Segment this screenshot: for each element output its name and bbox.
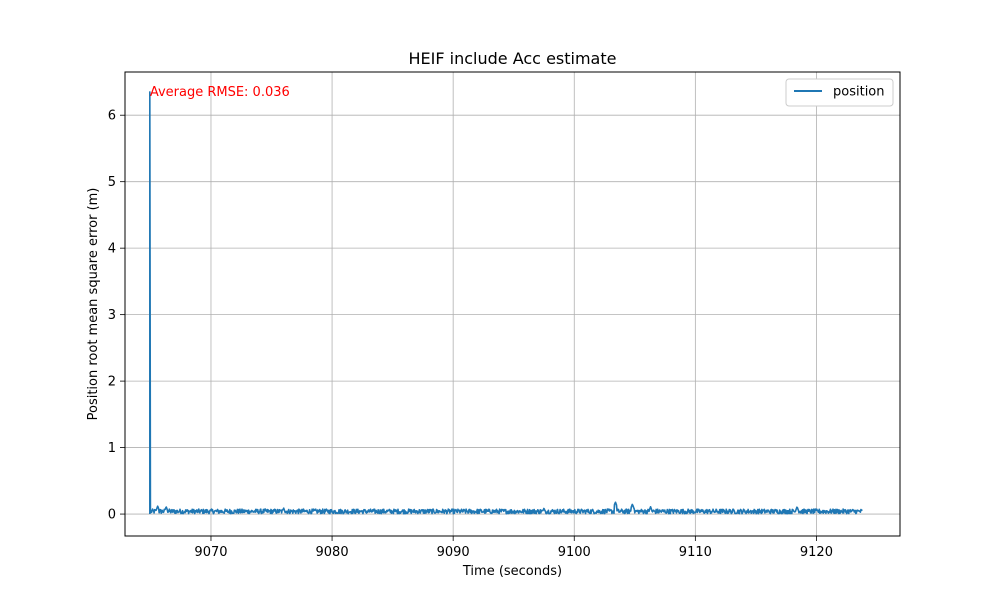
plot-frame — [124, 71, 901, 537]
x-tick-label: 9090 — [437, 545, 470, 560]
y-axis: 0 1 2 3 4 5 6 — [108, 109, 125, 523]
y-tick-label: 4 — [108, 242, 116, 257]
y-tick-label: 1 — [108, 441, 116, 456]
x-tick-label: 9100 — [558, 545, 591, 560]
y-tick-label: 6 — [108, 109, 116, 124]
series-layer — [149, 91, 863, 515]
chart-title: HEIF include Acc estimate — [409, 49, 617, 68]
y-tick-label: 5 — [108, 175, 116, 190]
legend-box — [785, 78, 894, 107]
average-rmse-annotation: Average RMSE: 0.036 — [150, 85, 290, 100]
y-tick-label: 2 — [108, 375, 116, 390]
x-axis: 9070 9080 9090 9100 9110 9120 — [194, 536, 833, 560]
x-tick-label: 9110 — [679, 545, 712, 560]
x-tick-label: 9120 — [800, 545, 833, 560]
x-tick-label: 9070 — [194, 545, 227, 560]
legend: position — [785, 78, 894, 107]
y-tick-label: 3 — [108, 308, 116, 323]
y-tick-label: 0 — [108, 508, 116, 523]
series-line-position — [149, 91, 863, 515]
plot-area-background — [125, 72, 900, 536]
y-axis-label: Position root mean square error (m) — [86, 188, 101, 421]
legend-label-position: position — [833, 85, 885, 100]
x-tick-label: 9080 — [316, 545, 349, 560]
x-axis-label: Time (seconds) — [462, 564, 562, 579]
